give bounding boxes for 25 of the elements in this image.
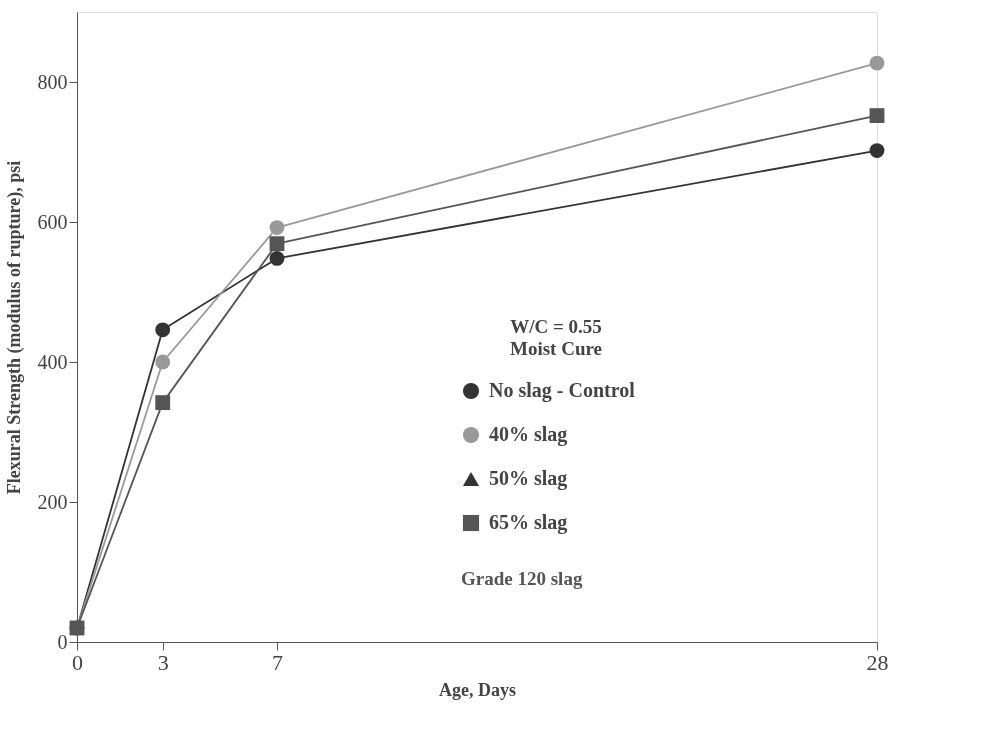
x-axis-title: Age, Days <box>439 679 516 700</box>
y-axis-title: Flexural Strength (modulus of rupture), psi <box>3 160 25 495</box>
legend-label: 65% slag <box>489 511 568 534</box>
point <box>269 251 285 266</box>
legend-title: W/C = 0.55 Moist Cure <box>510 316 602 359</box>
legend-label: 40% slag <box>489 423 568 446</box>
y-tick-label: 800 <box>37 70 68 93</box>
point <box>155 322 171 338</box>
y-tick-label: 600 <box>37 210 68 233</box>
x-tick-label: 28 <box>866 649 889 675</box>
point <box>155 354 171 370</box>
x-tick-label: 3 <box>157 649 169 675</box>
y-tick-label: 200 <box>37 490 68 513</box>
legend-label: 50% slag <box>489 467 568 490</box>
x-tick-label: 7 <box>272 649 283 675</box>
point <box>869 143 885 158</box>
point <box>869 108 885 124</box>
point <box>869 55 885 71</box>
annotation: Grade 120 slag <box>461 568 583 589</box>
y-tick-label: 0 <box>57 630 68 653</box>
point <box>269 220 285 235</box>
legend-label: No slag - Control <box>489 379 636 402</box>
point <box>155 395 171 411</box>
point <box>269 236 285 252</box>
y-tick-label: 400 <box>37 350 68 373</box>
